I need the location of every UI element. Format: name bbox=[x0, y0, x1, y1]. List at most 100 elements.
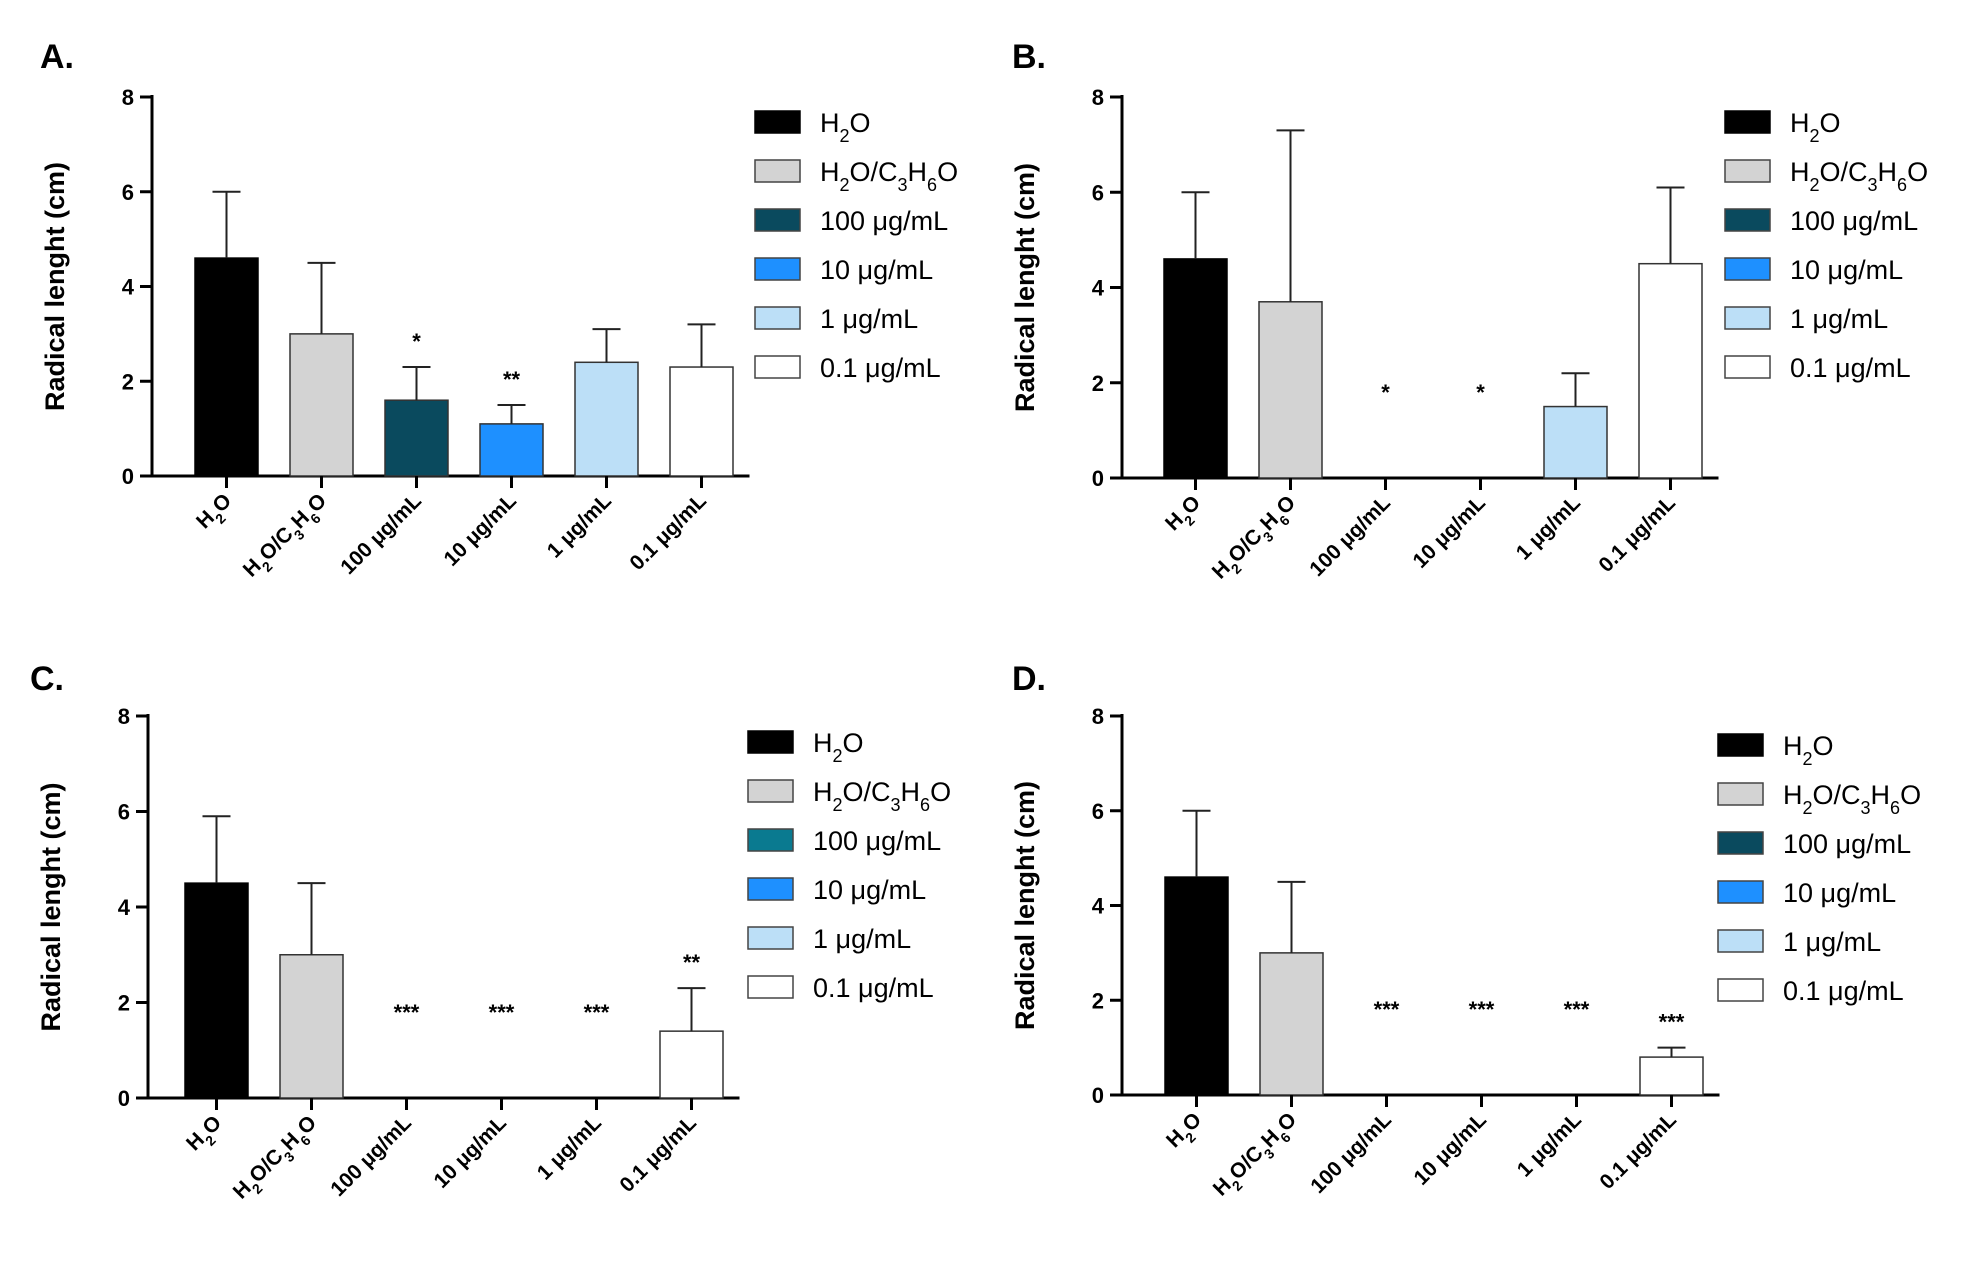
x-tick-label: H2O bbox=[192, 489, 240, 537]
y-axis-label: Radical lenght (cm) bbox=[36, 782, 66, 1031]
legend-swatch bbox=[1717, 831, 1764, 855]
x-tick-label: 1 μg/mL bbox=[1513, 1108, 1586, 1181]
y-tick-label: 0 bbox=[122, 464, 134, 489]
x-tick-label: 1 μg/mL bbox=[1512, 491, 1585, 564]
legend-swatch bbox=[747, 828, 794, 852]
legend-label: H2O bbox=[1790, 108, 1841, 146]
x-tick-label: 100 μg/mL bbox=[1305, 491, 1395, 581]
legend-label: 100 μg/mL bbox=[1790, 206, 1918, 236]
bar bbox=[1639, 1056, 1704, 1096]
legend-label: 1 μg/mL bbox=[820, 304, 918, 334]
y-tick-label: 6 bbox=[1092, 799, 1104, 824]
legend-swatch bbox=[1724, 159, 1771, 183]
significance-label: * bbox=[1476, 380, 1485, 405]
legend-swatch bbox=[1724, 208, 1771, 232]
significance-label: *** bbox=[489, 1000, 515, 1025]
bar bbox=[184, 882, 249, 1099]
legend-swatch bbox=[747, 926, 794, 950]
panel-letter: A. bbox=[40, 38, 74, 76]
legend-label: H2O bbox=[813, 728, 864, 766]
legend-label: 100 μg/mL bbox=[813, 826, 941, 856]
legend-label: H2O bbox=[1783, 731, 1834, 769]
legend-swatch bbox=[754, 257, 801, 281]
bar bbox=[1543, 405, 1608, 479]
legend-swatch bbox=[754, 208, 801, 232]
x-tick-label: 1 μg/mL bbox=[533, 1111, 606, 1184]
bar bbox=[279, 954, 344, 1099]
y-tick-label: 8 bbox=[1092, 85, 1104, 110]
bar bbox=[1163, 258, 1228, 479]
legend-swatch bbox=[1717, 978, 1764, 1002]
y-tick-label: 8 bbox=[122, 85, 134, 110]
y-tick-label: 2 bbox=[118, 991, 130, 1016]
chart-panel-c: C.Radical lenght (cm)02468H2OH2O/C3H6O**… bbox=[30, 660, 951, 1207]
legend-swatch bbox=[747, 877, 794, 901]
panel-letter: D. bbox=[1012, 660, 1046, 698]
bar bbox=[1259, 952, 1324, 1096]
y-tick-label: 6 bbox=[118, 800, 130, 825]
legend-label: 1 μg/mL bbox=[1783, 927, 1881, 957]
legend-swatch bbox=[1724, 257, 1771, 281]
legend: H2O H2O/C3H6O 100 μg/mL 10 μg/mL 1 μg/mL 0.1 … bbox=[1717, 731, 1921, 1006]
x-tick-label: H2O/C3H6O bbox=[239, 489, 335, 585]
legend-swatch bbox=[1724, 306, 1771, 330]
legend-swatch bbox=[754, 306, 801, 330]
y-tick-label: 4 bbox=[1092, 276, 1105, 301]
panel-letter: C. bbox=[30, 660, 64, 698]
y-tick-label: 8 bbox=[1092, 704, 1104, 729]
y-tick-label: 6 bbox=[1092, 180, 1104, 205]
bar bbox=[669, 366, 734, 477]
legend-label: 10 μg/mL bbox=[820, 255, 933, 285]
legend-label: 0.1 μg/mL bbox=[1790, 353, 1911, 383]
x-tick-label: 10 μg/mL bbox=[440, 489, 522, 571]
y-tick-label: 0 bbox=[1092, 1083, 1104, 1108]
x-tick-label: 100 μg/mL bbox=[326, 1111, 416, 1201]
legend-swatch bbox=[1717, 782, 1764, 806]
legend-label: 0.1 μg/mL bbox=[813, 973, 934, 1003]
x-tick-label: 0.1 μg/mL bbox=[1595, 1108, 1681, 1194]
significance-label: *** bbox=[394, 1000, 420, 1025]
significance-label: * bbox=[1381, 380, 1390, 405]
bar bbox=[1638, 262, 1703, 479]
legend-label: H2O/C3H6O bbox=[820, 157, 958, 195]
chart-panel-b: B.Radical lenght (cm)02468H2OH2O/C3H6O*1… bbox=[1010, 38, 1928, 587]
y-tick-label: 4 bbox=[1092, 894, 1105, 919]
y-tick-label: 2 bbox=[1092, 988, 1104, 1013]
legend-swatch bbox=[1717, 929, 1764, 953]
legend-swatch bbox=[747, 975, 794, 999]
x-tick-label: 100 μg/mL bbox=[1306, 1108, 1396, 1198]
significance-label: * bbox=[412, 329, 421, 354]
legend-label: H2O/C3H6O bbox=[1790, 157, 1928, 195]
legend-label: 10 μg/mL bbox=[1790, 255, 1903, 285]
bar bbox=[479, 423, 544, 477]
legend-label: 100 μg/mL bbox=[1783, 829, 1911, 859]
significance-label: *** bbox=[1374, 997, 1400, 1022]
legend-swatch bbox=[1724, 355, 1771, 379]
legend-label: H2O/C3H6O bbox=[1783, 780, 1921, 818]
legend-swatch bbox=[1724, 110, 1771, 134]
x-tick-label: 0.1 μg/mL bbox=[625, 489, 711, 575]
legend-swatch bbox=[754, 110, 801, 134]
y-tick-label: 0 bbox=[1092, 466, 1104, 491]
y-tick-label: 2 bbox=[1092, 371, 1104, 396]
significance-label: *** bbox=[584, 1000, 610, 1025]
y-axis-label: Radical lenght (cm) bbox=[1010, 781, 1040, 1030]
legend: H2O H2O/C3H6O 100 μg/mL 10 μg/mL 1 μg/mL 0.1 … bbox=[747, 728, 951, 1003]
chart-panel-d: D. Radical lenght (cm) 0 2 4 6 8 H2O H2O/C3H6O **… bbox=[1010, 660, 1921, 1200]
x-tick-label: 100 μg/mL bbox=[336, 489, 426, 579]
y-tick-label: 4 bbox=[122, 275, 135, 300]
legend-label: 10 μg/mL bbox=[813, 875, 926, 905]
y-axis-label: Radical lenght (cm) bbox=[40, 162, 70, 411]
chart-panel-a: A.Radical lenght (cm)02468H2OH2O/C3H6O*1… bbox=[40, 38, 958, 585]
significance-label: ** bbox=[683, 950, 701, 975]
legend-label: 10 μg/mL bbox=[1783, 878, 1896, 908]
x-tick-label: H2O/C3H6O bbox=[229, 1111, 325, 1207]
legend-swatch bbox=[747, 730, 794, 754]
x-tick-label: H2O bbox=[1161, 491, 1209, 539]
x-tick-label: H2O/C3H6O bbox=[1208, 491, 1304, 587]
y-tick-label: 8 bbox=[118, 704, 130, 729]
bar bbox=[574, 361, 639, 477]
legend-label: H2O/C3H6O bbox=[813, 777, 951, 815]
x-tick-label: 0.1 μg/mL bbox=[1594, 491, 1680, 577]
